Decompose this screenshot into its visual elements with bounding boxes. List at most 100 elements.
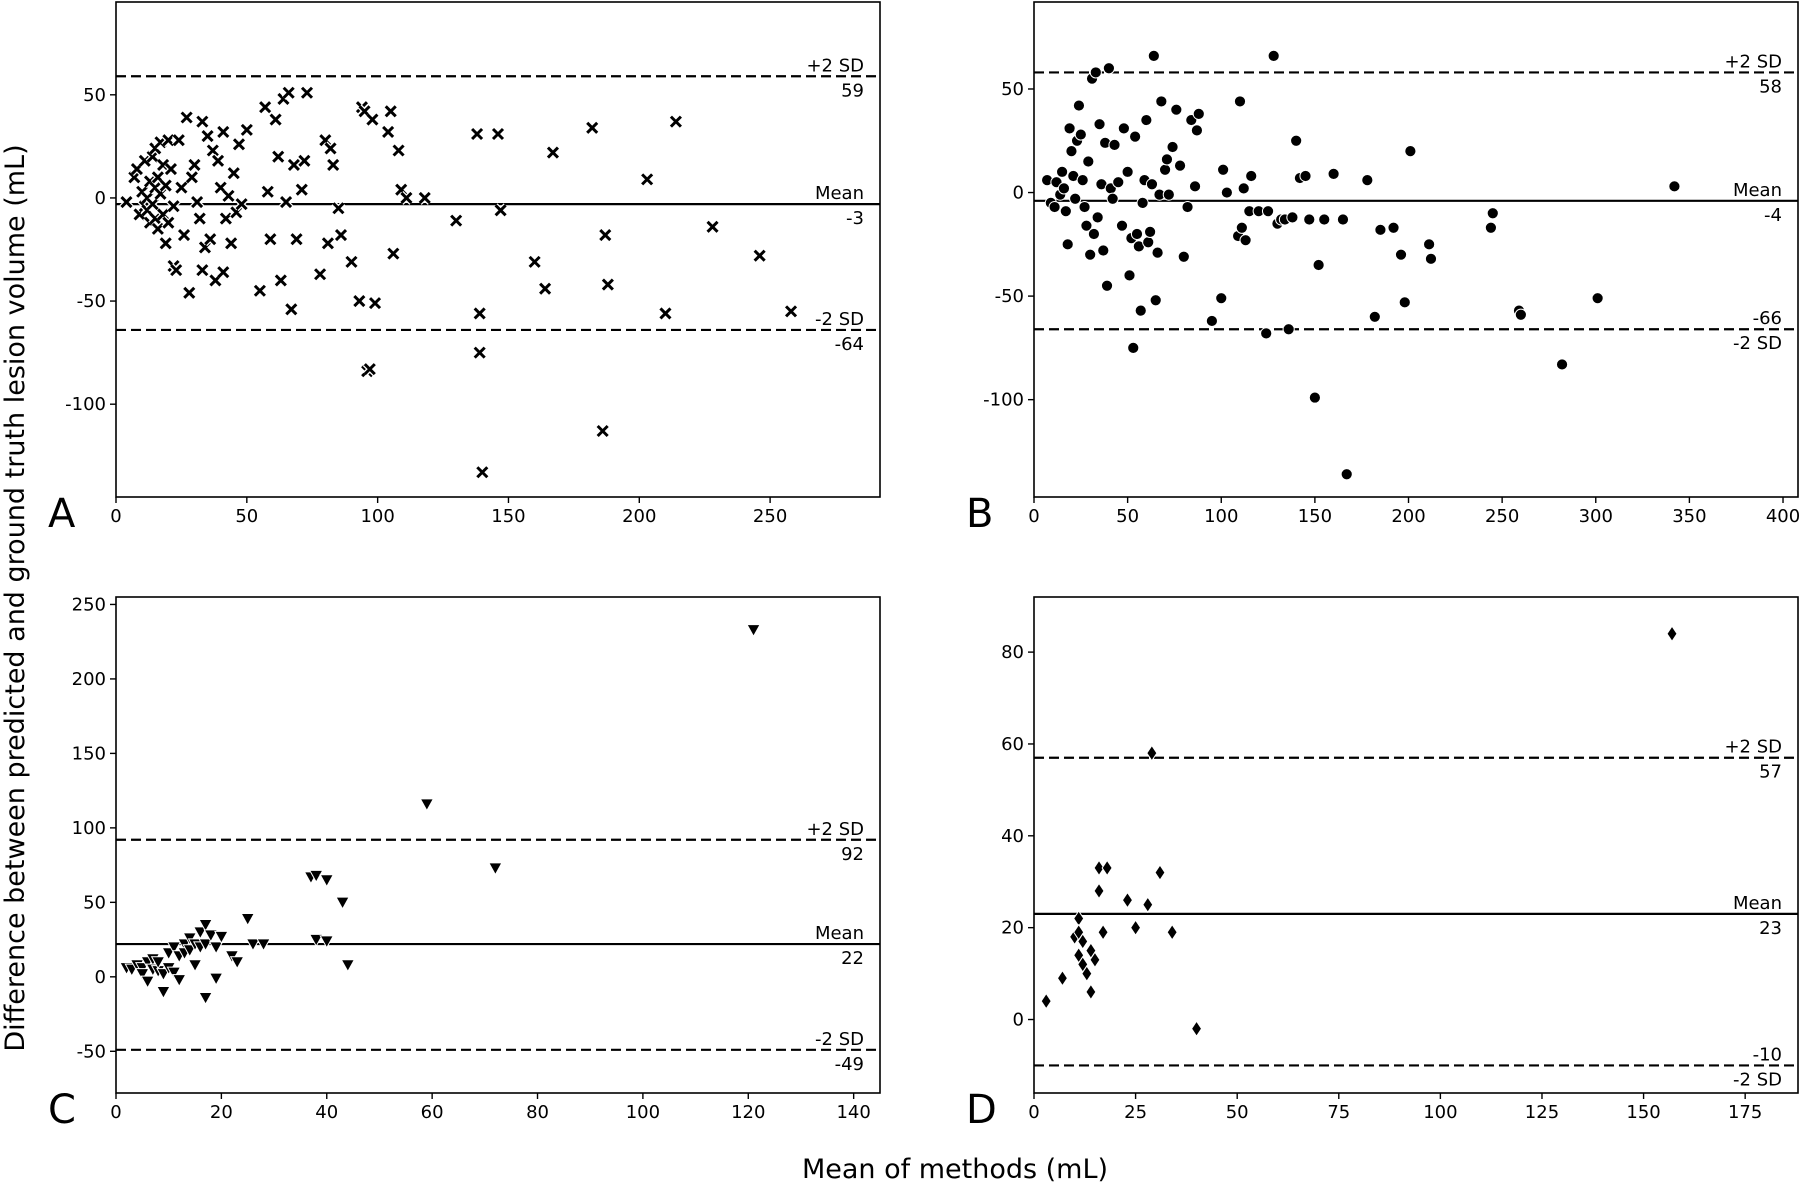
- data-point: [340, 959, 356, 973]
- data-point: [285, 303, 298, 316]
- upper-label: +2 SD: [806, 819, 864, 840]
- x-tick-label: 250: [753, 506, 787, 527]
- data-point: [146, 150, 159, 163]
- data-point: [1149, 294, 1162, 307]
- data-point: [1121, 165, 1134, 178]
- data-point: [308, 933, 324, 948]
- data-point: [1424, 252, 1438, 265]
- data-point: [1591, 292, 1604, 305]
- data-point: [601, 278, 614, 291]
- data-point: [214, 930, 229, 945]
- data-point: [368, 297, 382, 310]
- x-tick-label: 300: [1579, 506, 1613, 527]
- data-point: [1374, 223, 1387, 236]
- data-point: [1061, 238, 1074, 251]
- data-point: [1055, 165, 1069, 178]
- data-point: [1205, 314, 1218, 328]
- data-point: [1215, 292, 1228, 305]
- mean-label: Mean: [1733, 893, 1782, 914]
- data-point: [198, 938, 213, 952]
- data-point: [1108, 138, 1121, 152]
- x-tick-label: 80: [526, 1102, 549, 1123]
- data-point: [191, 196, 204, 209]
- data-point: [1093, 882, 1105, 900]
- data-point: [1117, 122, 1130, 135]
- y-tick-label: 60: [1001, 734, 1024, 755]
- data-point: [334, 229, 348, 242]
- data-point: [225, 237, 238, 250]
- data-point: [201, 130, 214, 143]
- mean-label: Mean: [815, 183, 864, 204]
- data-point: [208, 941, 224, 955]
- data-point: [1261, 205, 1275, 218]
- data-point: [1173, 159, 1187, 172]
- data-point: [1089, 951, 1101, 969]
- y-tick-label: -50: [77, 1041, 106, 1062]
- x-tick-label: 20: [210, 1102, 233, 1123]
- upper-label: +2 SD: [806, 55, 864, 76]
- data-point: [274, 274, 287, 287]
- lower-value-label: -2 SD: [1733, 333, 1782, 354]
- data-point: [1048, 200, 1061, 214]
- data-point: [222, 189, 235, 202]
- data-point: [1123, 269, 1136, 282]
- data-point: [1057, 182, 1071, 195]
- data-point: [363, 363, 376, 376]
- data-point: [162, 216, 175, 229]
- data-point: [134, 968, 150, 982]
- lower-value-label: -2 SD: [1733, 1069, 1782, 1090]
- data-point: [1089, 66, 1102, 79]
- x-tick-label: 400: [1766, 506, 1800, 527]
- data-point: [229, 956, 245, 970]
- x-tick-label: 50: [1226, 1102, 1249, 1123]
- data-point: [1235, 221, 1248, 234]
- data-point: [319, 935, 335, 949]
- plot-frame: [1033, 1, 1799, 498]
- data-point: [1059, 205, 1072, 218]
- panel-letter: B: [966, 491, 993, 537]
- data-point: [1484, 221, 1498, 234]
- data-point: [1097, 244, 1110, 257]
- y-tick-label: -100: [983, 390, 1024, 411]
- data-point: [175, 181, 188, 194]
- data-point: [256, 938, 271, 952]
- y-tick-label: 50: [83, 85, 106, 106]
- data-point: [159, 179, 172, 192]
- data-point: [546, 146, 560, 159]
- data-point: [1140, 113, 1153, 127]
- data-point: [491, 127, 505, 141]
- data-point: [473, 346, 486, 359]
- data-point: [170, 264, 183, 277]
- data-point: [219, 212, 232, 225]
- data-point: [203, 929, 219, 943]
- data-point: [1190, 124, 1204, 137]
- plot-frame: [115, 596, 881, 1094]
- data-point: [1129, 130, 1142, 143]
- x-tick-label: 75: [1327, 1102, 1350, 1123]
- data-point: [366, 113, 379, 126]
- x-tick-label: 200: [1391, 506, 1425, 527]
- data-point: [1177, 250, 1190, 263]
- data-point: [1145, 178, 1159, 191]
- data-point: [1146, 744, 1158, 762]
- data-point: [706, 220, 719, 233]
- data-point: [1514, 308, 1527, 321]
- data-point: [1555, 358, 1569, 371]
- data-point: [599, 229, 612, 242]
- data-point: [282, 86, 295, 99]
- data-point: [240, 123, 253, 136]
- data-point: [287, 158, 300, 171]
- data-point: [1151, 246, 1164, 259]
- data-point: [192, 926, 208, 940]
- upper-value-label: 58: [1759, 76, 1782, 97]
- data-point: [1387, 221, 1400, 234]
- data-point: [1074, 128, 1087, 141]
- data-point: [150, 956, 166, 970]
- x-tick-label: 150: [1298, 506, 1332, 527]
- data-point: [1162, 188, 1175, 201]
- x-tick-label: 0: [1028, 1102, 1039, 1123]
- data-point: [1486, 207, 1499, 220]
- upper-value-label: 92: [841, 844, 864, 865]
- data-point: [1190, 1020, 1203, 1038]
- data-point: [167, 200, 180, 213]
